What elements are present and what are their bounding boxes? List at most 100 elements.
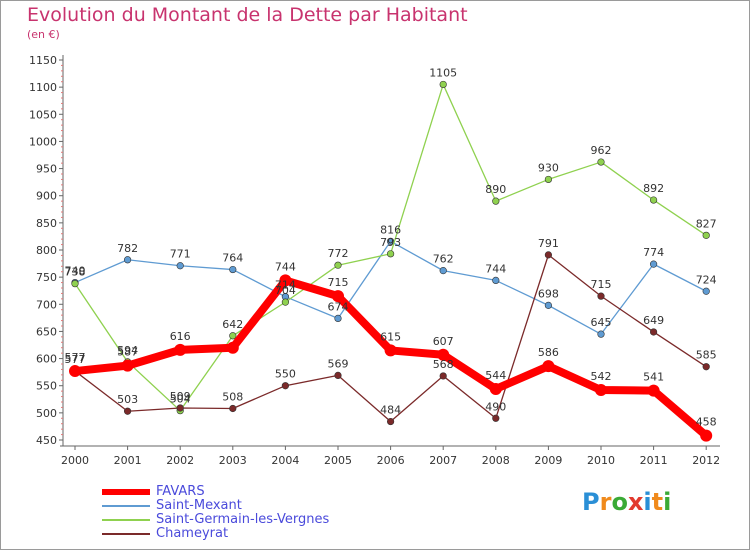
data-label-favars: 615 (380, 330, 401, 343)
y-tick-label: 800 (36, 244, 57, 257)
x-tick-label: 2008 (482, 454, 510, 467)
logo-letter: r (599, 488, 612, 516)
data-label-saint-mexant: 674 (328, 300, 349, 313)
data-label-favars: 616 (170, 330, 191, 343)
y-tick-label: 700 (36, 298, 57, 311)
data-label-saint-mexant: 762 (433, 253, 454, 266)
logo-letter: i (643, 488, 652, 516)
data-point-chameyrat (649, 328, 658, 336)
data-point-favars (700, 429, 713, 442)
data-label-saint-germain-les-vergnes: 642 (222, 318, 243, 331)
data-label-favars: 715 (328, 276, 349, 289)
data-point-saint-germain-les-vergnes (649, 196, 658, 204)
data-label-saint-germain-les-vergnes: 594 (117, 344, 138, 357)
data-point-chameyrat (439, 372, 447, 380)
data-point-favars (595, 384, 607, 397)
data-label-chameyrat: 715 (591, 278, 612, 291)
data-point-saint-mexant (229, 265, 237, 274)
data-label-favars: 544 (485, 369, 506, 382)
x-tick-label: 2009 (534, 454, 562, 467)
data-label-favars: 458 (696, 416, 717, 429)
y-tick-label: 1000 (29, 135, 57, 148)
data-point-favars (69, 365, 81, 378)
y-tick-label: 600 (36, 353, 57, 366)
legend-label: Saint-Germain-les-Vergnes (156, 512, 330, 527)
data-point-favars (647, 384, 660, 397)
data-label-favars: 744 (275, 260, 296, 273)
data-label-saint-mexant: 698 (538, 287, 559, 300)
data-label-chameyrat: 490 (485, 400, 506, 413)
data-point-saint-germain-les-vergnes (439, 80, 447, 89)
data-point-favars (174, 343, 187, 356)
chart-title: Evolution du Montant de la Dette par Hab… (27, 4, 468, 26)
data-point-chameyrat (702, 363, 710, 371)
data-point-favars (121, 359, 134, 372)
x-tick-label: 2010 (587, 454, 615, 467)
data-point-favars (542, 360, 555, 373)
y-tick-label: 900 (36, 190, 57, 203)
data-point-saint-germain-les-vergnes (334, 261, 342, 269)
data-point-chameyrat (544, 251, 553, 259)
data-point-saint-mexant (702, 287, 710, 295)
x-tick-label: 2004 (271, 454, 299, 467)
data-label-saint-germain-les-vergnes: 704 (275, 284, 296, 297)
x-tick-label: 2006 (377, 454, 405, 467)
data-label-chameyrat: 791 (538, 237, 559, 250)
data-label-saint-mexant: 714 (275, 279, 296, 292)
data-label-saint-mexant: 744 (485, 262, 506, 275)
x-tick-label: 2000 (61, 454, 89, 467)
data-label-chameyrat: 509 (170, 390, 191, 403)
data-point-saint-mexant (492, 276, 500, 285)
x-tick-label: 2005 (324, 454, 352, 467)
x-tick-label: 2002 (166, 454, 194, 467)
data-label-chameyrat: 569 (328, 357, 349, 370)
legend-swatch (102, 533, 150, 535)
data-label-chameyrat: 577 (65, 353, 86, 366)
data-point-chameyrat (176, 404, 184, 412)
x-tick-label: 2007 (429, 454, 457, 467)
data-label-saint-mexant: 774 (643, 246, 664, 259)
y-tick-label: 950 (36, 163, 57, 176)
data-label-saint-mexant: 771 (170, 248, 191, 261)
data-label-saint-mexant: 645 (591, 316, 612, 329)
data-point-saint-mexant (334, 314, 342, 323)
data-point-favars (489, 382, 502, 395)
data-label-saint-germain-les-vergnes: 1105 (429, 66, 457, 79)
data-label-saint-germain-les-vergnes: 930 (538, 161, 559, 174)
logo-letter: t (651, 488, 664, 516)
data-label-chameyrat: 550 (275, 368, 296, 381)
data-point-saint-mexant (544, 301, 553, 309)
data-label-saint-germain-les-vergnes: 738 (65, 266, 86, 279)
legend-label: Chameyrat (156, 526, 229, 541)
y-tick-label: 850 (36, 217, 57, 230)
y-tick-label: 1050 (29, 108, 57, 121)
data-label-favars: 541 (643, 371, 664, 384)
logo-letter: P (582, 488, 600, 516)
legend-swatch (102, 505, 150, 507)
data-label-chameyrat: 649 (643, 314, 664, 327)
proxiti-logo: Proxiti (582, 488, 671, 516)
data-label-saint-germain-les-vergnes: 962 (591, 144, 612, 157)
data-label-favars: 587 (117, 346, 138, 359)
data-point-chameyrat (281, 382, 290, 390)
data-label-favars: 586 (538, 346, 559, 359)
legend-label: Saint-Mexant (156, 498, 242, 513)
legend-swatch (102, 489, 150, 495)
legend-label: FAVARS (156, 484, 205, 499)
data-label-favars: 577 (65, 351, 86, 364)
data-point-favars (384, 344, 397, 357)
y-tick-label: 550 (36, 380, 57, 393)
data-point-saint-germain-les-vergnes (387, 250, 395, 258)
data-point-saint-mexant (439, 267, 447, 275)
data-point-saint-mexant (649, 260, 658, 268)
data-point-chameyrat (597, 292, 605, 300)
data-label-chameyrat: 568 (433, 358, 454, 371)
data-point-chameyrat (123, 407, 132, 415)
data-point-saint-germain-les-vergnes (702, 231, 710, 239)
data-point-saint-germain-les-vergnes (492, 197, 500, 205)
y-tick-label: 1150 (29, 54, 57, 67)
data-label-chameyrat: 484 (380, 404, 401, 417)
data-point-saint-mexant (176, 262, 184, 270)
data-point-chameyrat (334, 371, 342, 380)
